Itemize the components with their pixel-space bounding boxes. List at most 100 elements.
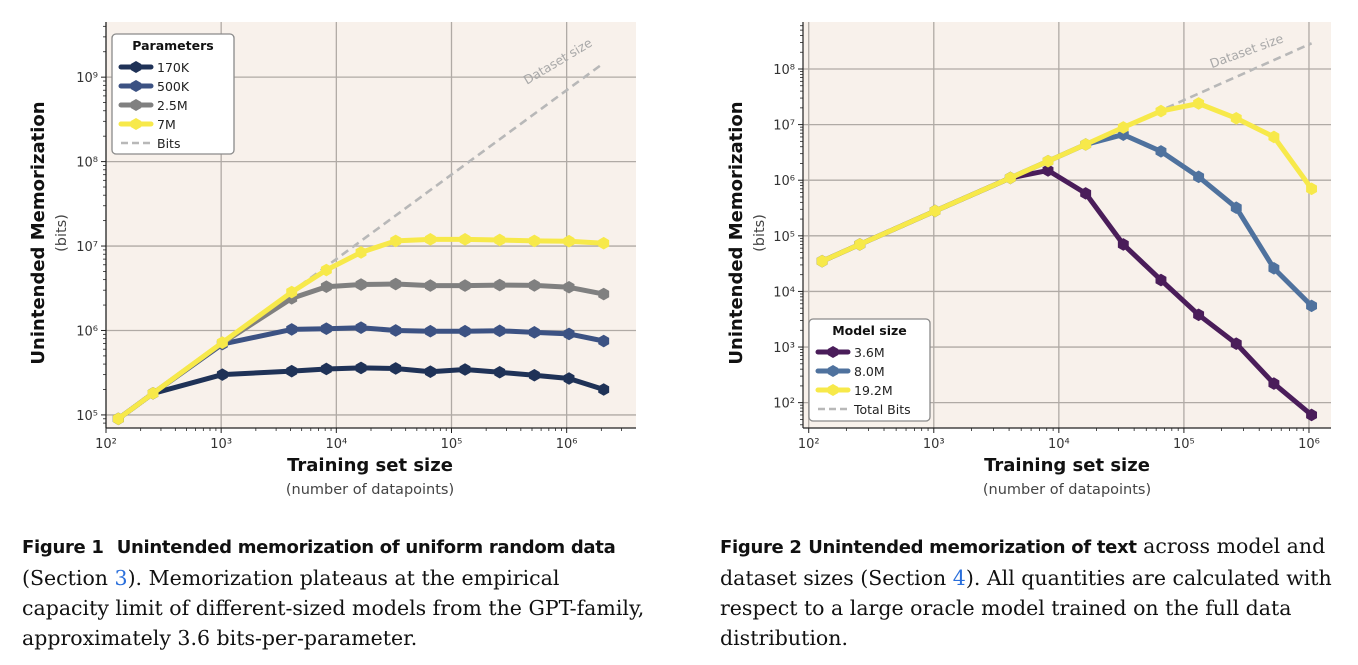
chart-2-x-tick-label: 10³ bbox=[923, 437, 945, 452]
chart-2-y-tick-label: 10³ bbox=[773, 341, 795, 356]
chart-1-series-7m-point bbox=[286, 285, 298, 299]
chart-2-series-192m-point bbox=[1268, 130, 1280, 144]
chart-1-series-7m-point bbox=[494, 233, 506, 247]
chart-1-legend-label: Bits bbox=[157, 136, 180, 151]
chart-1-y-axis-title: Unintended Memorization bbox=[28, 101, 49, 364]
chart-1-x-axis-subtitle: (number of datapoints) bbox=[286, 482, 454, 498]
figure-1-title: Unintended memorization of uniform rando… bbox=[116, 537, 616, 558]
chart-1-y-axis-subtitle: (bits) bbox=[54, 214, 70, 252]
chart-1-x-tick-label: 10³ bbox=[210, 437, 232, 452]
chart-1-series-7m-point bbox=[563, 234, 575, 248]
chart-2-x-axis-subtitle: (number of datapoints) bbox=[983, 482, 1151, 498]
chart-1-series-25m-point bbox=[459, 279, 471, 292]
chart-1-x-tick-label: 10² bbox=[95, 437, 117, 452]
figure-2-text-pre: across model and dataset sizes (Section bbox=[720, 534, 1326, 590]
chart-2-series-192m-point bbox=[1193, 97, 1205, 110]
chart-1-series-25m-point bbox=[390, 277, 402, 291]
chart-1-series-500k-point bbox=[528, 326, 540, 339]
chart-2-x-tick-label: 10⁴ bbox=[1048, 437, 1070, 452]
chart-1-series-7m-point bbox=[598, 236, 610, 250]
chart-2-y-tick-label: 10² bbox=[773, 397, 795, 412]
chart-1-series-25m-point bbox=[424, 279, 436, 292]
chart-1-x-tick-label: 10⁵ bbox=[441, 437, 463, 452]
chart-1-series-25m-point bbox=[494, 278, 506, 292]
chart-2-series-192m-point bbox=[929, 204, 941, 218]
chart-1-series-170k-point bbox=[459, 363, 471, 376]
chart-2-series-36m-point bbox=[1193, 308, 1205, 322]
chart-1-series-7m-point bbox=[320, 263, 332, 277]
figure-2-label: Figure 2 bbox=[720, 537, 802, 558]
chart-1-legend-title: Parameters bbox=[132, 38, 213, 53]
chart-1-series-500k-point bbox=[459, 324, 471, 338]
chart-1-y-tick-label: 10⁹ bbox=[76, 71, 98, 86]
chart-2-y-axis-subtitle: (bits) bbox=[752, 214, 768, 252]
chart-2-legend-box bbox=[808, 318, 931, 422]
figure-2-text-post: ). All quantities are calculated with re… bbox=[720, 566, 1332, 650]
chart-1-series-170k-point bbox=[355, 361, 367, 375]
figure-1-text-pre: (Section bbox=[22, 566, 115, 590]
figure-1-label: Figure 1 bbox=[22, 537, 104, 558]
chart-2-series-36m-point bbox=[1042, 164, 1054, 177]
chart-2-series-36m-point bbox=[1155, 273, 1167, 287]
chart-2-y-tick-label: 10⁷ bbox=[773, 119, 795, 134]
chart-2-legend-label: 8.0M bbox=[854, 364, 885, 379]
chart-1-series-500k-point bbox=[494, 324, 506, 338]
chart-1-y-tick-label: 10⁷ bbox=[76, 240, 98, 255]
chart-2-series-36m-point bbox=[1117, 238, 1129, 251]
figure-2-section-link[interactable]: 4 bbox=[952, 566, 966, 590]
figure-1-text-post: ). Memorization plateaus at the empirica… bbox=[22, 566, 645, 650]
chart-2-legend-title: Model size bbox=[832, 323, 907, 338]
chart-1-legend-label: 170K bbox=[157, 60, 190, 75]
chart-2-series-192m-point bbox=[1155, 104, 1167, 118]
chart-1-series-7m-point bbox=[147, 387, 159, 400]
chart-1-series-25m-point bbox=[598, 287, 610, 301]
figure-1-caption: Figure 1 Unintended memorization of unif… bbox=[22, 531, 647, 653]
chart-1-series-170k-point bbox=[286, 364, 298, 378]
chart-1-series-7m-point bbox=[424, 233, 436, 246]
chart-1-series-170k-point bbox=[390, 362, 402, 375]
chart-2-series-192m-point bbox=[1080, 138, 1092, 151]
chart-2-y-tick-label: 10⁵ bbox=[773, 230, 795, 245]
chart-2-series-80m-point bbox=[1306, 299, 1318, 313]
chart-1-series-25m-point bbox=[355, 278, 367, 291]
chart-1-legend-marker-25m bbox=[130, 99, 142, 111]
chart-2-legend-marker-36m bbox=[827, 346, 839, 358]
chart-2-legend-marker-80m bbox=[827, 365, 839, 377]
chart-2-y-tick-label: 10⁶ bbox=[773, 174, 795, 189]
chart-2-series-192m-point bbox=[854, 238, 866, 251]
chart-2-legend-label: 3.6M bbox=[854, 345, 885, 360]
chart-2-series-80m-point bbox=[1230, 201, 1242, 215]
chart-2-series-36m-point bbox=[1306, 408, 1318, 422]
chart-1-series-170k-point bbox=[216, 368, 228, 381]
chart-2-series-192m-point bbox=[1230, 111, 1242, 125]
chart-1-series-500k-point bbox=[320, 322, 332, 335]
chart-2-x-tick-label: 10⁵ bbox=[1173, 437, 1195, 452]
chart-1-series-170k-point bbox=[320, 362, 332, 376]
chart-1-series-7m-point bbox=[216, 336, 228, 349]
chart-1-x-axis-title: Training set size bbox=[287, 455, 453, 476]
chart-1-y-tick-label: 10⁸ bbox=[76, 156, 98, 171]
figure-1-section-link[interactable]: 3 bbox=[114, 566, 128, 590]
figure-2-title: Unintended memorization of text bbox=[808, 537, 1137, 558]
chart-2-series-80m-point bbox=[1193, 170, 1205, 184]
chart-1-x-tick-label: 10⁴ bbox=[325, 437, 347, 452]
chart-1-legend-marker-7m bbox=[130, 118, 142, 130]
chart-1-series-170k-point bbox=[494, 365, 506, 379]
chart-2-y-axis-title: Unintended Memorization bbox=[726, 101, 747, 364]
chart-1-series-500k-point bbox=[563, 327, 575, 341]
chart-1-series-500k-point bbox=[355, 321, 367, 334]
chart-1-series-25m-point bbox=[320, 280, 332, 293]
chart-2-series-80m-point bbox=[1268, 262, 1280, 275]
chart-1-legend-marker-500k bbox=[130, 80, 142, 92]
chart-2-series-192m-point bbox=[1117, 121, 1129, 134]
chart-2-series-192m-line bbox=[819, 101, 1315, 264]
chart-2-legend-label: 19.2M bbox=[854, 383, 893, 398]
chart-2-series-192m-point bbox=[1004, 171, 1016, 185]
chart-2-legend-label: Total Bits bbox=[853, 402, 911, 417]
chart-1-series-500k-point bbox=[390, 324, 402, 337]
chart-1-series-7m-point bbox=[390, 234, 402, 248]
chart-1-series-500k-point bbox=[424, 324, 436, 338]
